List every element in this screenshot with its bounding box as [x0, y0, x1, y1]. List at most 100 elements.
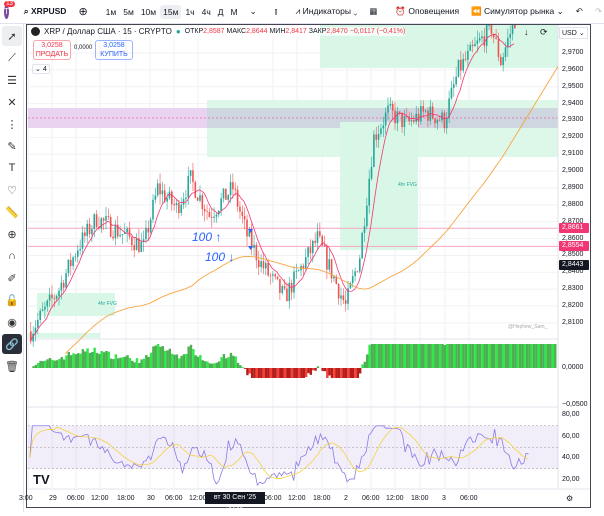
candle-body: [451, 88, 453, 99]
price-tick: 2,8500: [562, 251, 583, 258]
oscillator-bar: [46, 359, 48, 368]
oscillator-bar: [218, 361, 220, 368]
oscillator-bar: [380, 344, 382, 368]
high-value: 2,8644: [246, 28, 267, 35]
handwritten-up-annotation[interactable]: 100 ↑: [192, 230, 221, 244]
handwritten-down-annotation[interactable]: 100 ↓: [205, 250, 234, 264]
oscillator-bar: [474, 344, 476, 368]
oscillator-bar: [472, 344, 474, 368]
oscillator-bar: [122, 357, 124, 368]
time-tick: 06:00: [165, 495, 183, 502]
oscillator-bar: [242, 367, 244, 368]
candle-body: [507, 38, 509, 47]
oscillator-bar: [352, 368, 354, 378]
candle-body: [37, 320, 39, 328]
candle-body: [420, 106, 422, 121]
oscillator-bar: [82, 349, 84, 368]
open-label: ОТКР: [185, 28, 203, 35]
oscillator-bar: [223, 354, 225, 368]
price-tick: 2,8300: [562, 285, 583, 292]
candle-body: [101, 218, 103, 228]
candle-body: [469, 45, 471, 51]
currency-select[interactable]: USD ⌄: [559, 27, 588, 39]
oscillator-bar: [542, 344, 544, 368]
oscillator-bar: [162, 346, 164, 368]
candle-body: [68, 260, 70, 273]
candle-body: [481, 36, 483, 38]
candle-body: [284, 286, 286, 288]
oscillator-bar: [528, 344, 530, 368]
refresh-icon[interactable]: ⟳: [540, 27, 548, 38]
candle-body: [439, 120, 441, 121]
candle-body: [72, 257, 74, 266]
tradingview-logo[interactable]: TV: [33, 472, 50, 487]
oscillator-bar: [155, 346, 157, 368]
oscillator-bar: [42, 361, 44, 368]
oscillator-bar: [526, 344, 528, 368]
oscillator-bar: [345, 368, 347, 378]
oscillator-bar: [101, 351, 103, 368]
oscillator-bar: [89, 353, 91, 368]
candle-body: [244, 216, 246, 219]
settings-icon[interactable]: ⚙: [566, 494, 573, 503]
low-value: 2,8417: [285, 28, 306, 35]
time-tick: 06:00: [460, 495, 478, 502]
oscillator-bar: [51, 360, 53, 368]
candle-body: [444, 113, 446, 129]
oscillator-bar: [239, 365, 241, 368]
oscillator-bar: [117, 358, 119, 368]
oscillator-bar: [148, 357, 150, 368]
oscillator-bar: [126, 355, 128, 368]
oscillator-bar: [394, 344, 396, 368]
oscillator-bar: [79, 354, 81, 368]
candle-body: [340, 295, 342, 298]
candle-body: [368, 179, 370, 206]
candle-body: [46, 301, 48, 307]
candle-body: [472, 45, 474, 46]
oscillator-bar: [462, 344, 464, 368]
time-tick: 12:00: [91, 495, 109, 502]
oscillator-bar: [272, 368, 274, 378]
oscillator-bar: [364, 362, 366, 368]
oscillator-bar: [552, 344, 554, 368]
candle-body: [159, 183, 161, 194]
oscillator-bar: [507, 344, 509, 368]
download-icon[interactable]: ↓: [524, 27, 529, 37]
candle-body: [86, 224, 88, 236]
candle-body: [199, 195, 201, 201]
candle-body: [126, 229, 128, 233]
oscillator-bar: [354, 368, 356, 378]
oscillator-bar: [321, 368, 323, 371]
candle-body: [296, 271, 298, 272]
price-tag: 2,8443: [559, 260, 589, 270]
candle-body: [404, 116, 406, 127]
candle-body: [413, 120, 415, 122]
symbol-title[interactable]: XRP / Доллар США · 15 · CRYPTO: [44, 27, 172, 36]
candle-body: [77, 250, 79, 256]
oscillator-bar: [338, 368, 340, 378]
candle-body: [258, 260, 260, 267]
oscillator-bar: [286, 368, 288, 378]
candle-body: [509, 34, 511, 38]
oscillator-tick: −0,0500: [562, 401, 588, 408]
time-tick: 06:00: [362, 495, 380, 502]
candle-body: [390, 104, 392, 106]
candle-body: [286, 289, 288, 302]
collapse-indicators-button[interactable]: ⌄ 4: [32, 64, 50, 74]
oscillator-bar: [110, 359, 112, 368]
oscillator-bar: [267, 368, 269, 378]
time-tick: 2: [344, 495, 348, 502]
oscillator-bar: [129, 358, 131, 368]
candle-body: [225, 189, 227, 200]
oscillator-bar: [44, 361, 46, 368]
oscillator-bar: [350, 368, 352, 378]
candle-body: [44, 307, 46, 310]
oscillator-bar: [479, 344, 481, 368]
oscillator-bar: [373, 344, 375, 368]
price-tick: 2,8800: [562, 201, 583, 208]
ohlc-values: ОТКР2,8587 МАКС2,8644 МИН2,8417 ЗАКР2,84…: [185, 28, 406, 35]
candle-body: [495, 37, 497, 38]
